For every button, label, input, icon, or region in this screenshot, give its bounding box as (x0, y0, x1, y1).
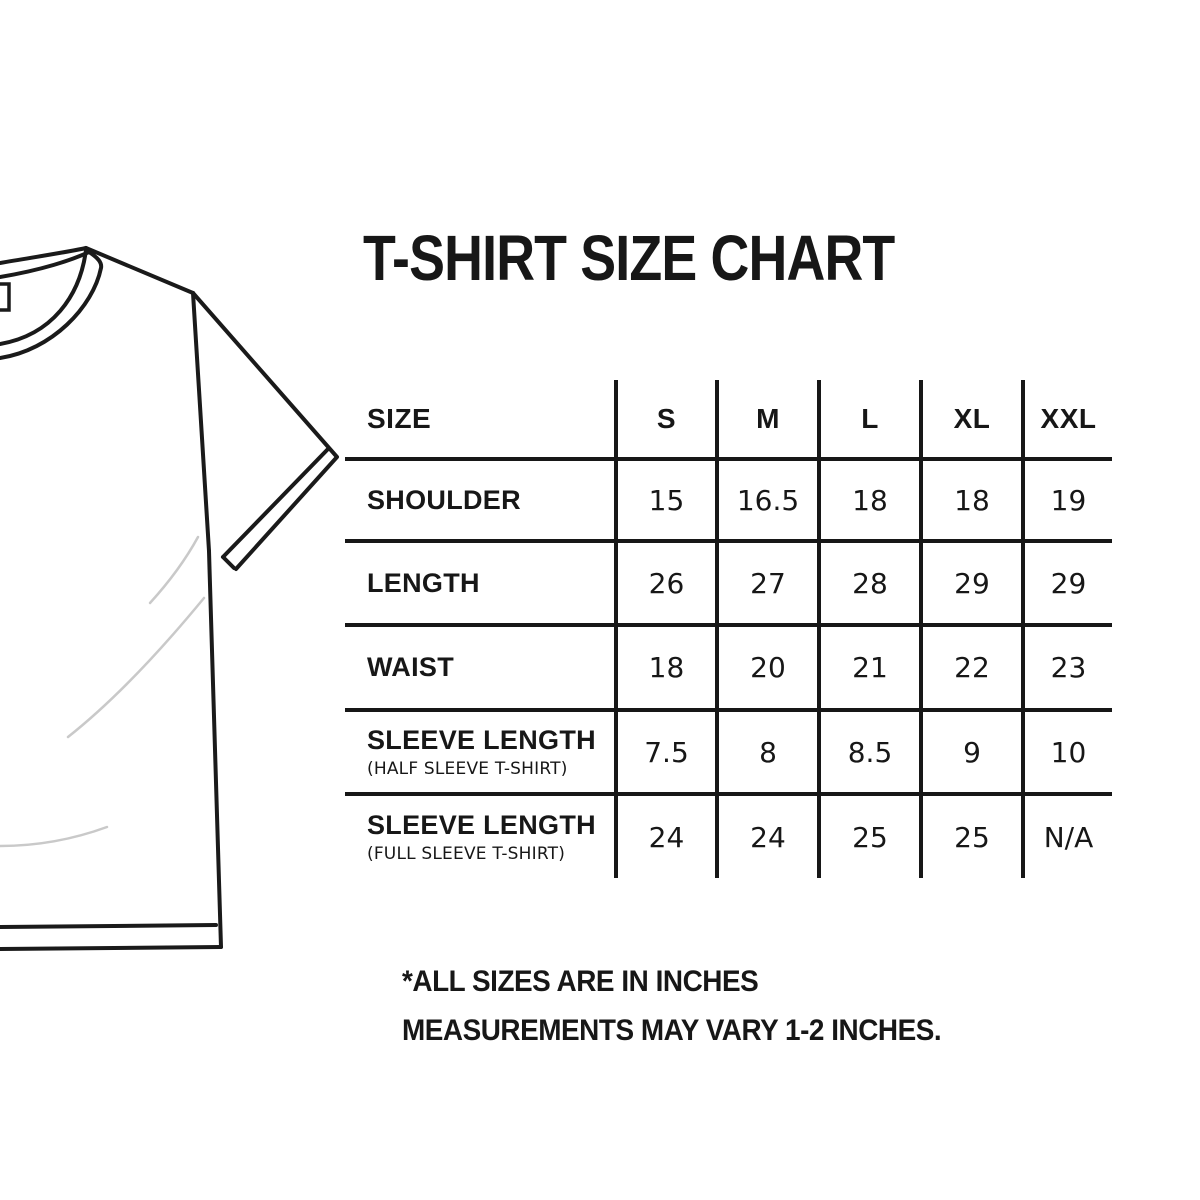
column-header-xxl: XXL (1021, 380, 1112, 461)
cell-value: 27 (715, 543, 817, 627)
column-header-m: M (715, 380, 817, 461)
tshirt-creases (0, 535, 206, 848)
column-header-s: S (614, 380, 715, 461)
tshirt-illustration (0, 246, 339, 951)
cell-value: 26 (614, 543, 715, 627)
column-header-size: SIZE (345, 380, 614, 461)
footnote: *ALL SIZES ARE IN INCHES MEASUREMENTS MA… (402, 957, 942, 1055)
column-header-l: L (817, 380, 919, 461)
row-label-text: SLEEVE LENGTH (367, 810, 596, 840)
row-label-text: SHOULDER (367, 484, 521, 515)
row-sublabel-text: (HALF SLEEVE T-SHIRT) (367, 759, 568, 779)
row-sublabel-text: (FULL SLEEVE T-SHIRT) (367, 844, 566, 864)
cell-value: 21 (817, 627, 919, 712)
collar-tag (0, 282, 11, 312)
cell-value: 24 (614, 796, 715, 878)
cell-value: 18 (919, 461, 1021, 543)
cell-value: 10 (1021, 712, 1112, 796)
row-label-sleeve-half: SLEEVE LENGTH (HALF SLEEVE T-SHIRT) (345, 712, 614, 796)
cell-value: 23 (1021, 627, 1112, 712)
row-label-text: WAIST (367, 652, 454, 682)
cell-value: 22 (919, 627, 1021, 712)
cell-value: 7.5 (614, 712, 715, 796)
size-table: SIZE S M L XL XXL SHOULDER 15 16.5 18 18… (345, 380, 1112, 878)
cell-value: 16.5 (715, 461, 817, 543)
cell-value: 29 (1021, 543, 1112, 627)
cell-value: 9 (919, 712, 1021, 796)
cell-value: 25 (817, 796, 919, 878)
footnote-line-2: MEASUREMENTS MAY VARY 1-2 INCHES. (402, 1014, 942, 1047)
cell-value: 29 (919, 543, 1021, 627)
row-label-shoulder: SHOULDER (345, 461, 614, 543)
row-label-sleeve-full: SLEEVE LENGTH (FULL SLEEVE T-SHIRT) (345, 796, 614, 878)
cell-value: 18 (614, 627, 715, 712)
cell-value: N/A (1021, 796, 1112, 878)
cell-value: 8.5 (817, 712, 919, 796)
cell-value: 15 (614, 461, 715, 543)
row-label-length: LENGTH (345, 543, 614, 627)
cell-value: 18 (817, 461, 919, 543)
cell-value: 20 (715, 627, 817, 712)
row-label-text: SLEEVE LENGTH (367, 725, 596, 755)
column-header-xl: XL (919, 380, 1021, 461)
page-title: T-SHIRT SIZE CHART (363, 222, 895, 294)
cell-value: 25 (919, 796, 1021, 878)
tshirt-outline (0, 246, 339, 951)
footnote-line-1: *ALL SIZES ARE IN INCHES (402, 965, 759, 998)
cell-value: 28 (817, 543, 919, 627)
cell-value: 8 (715, 712, 817, 796)
row-label-text: LENGTH (367, 567, 480, 598)
cell-value: 19 (1021, 461, 1112, 543)
row-label-waist: WAIST (345, 627, 614, 712)
cell-value: 24 (715, 796, 817, 878)
